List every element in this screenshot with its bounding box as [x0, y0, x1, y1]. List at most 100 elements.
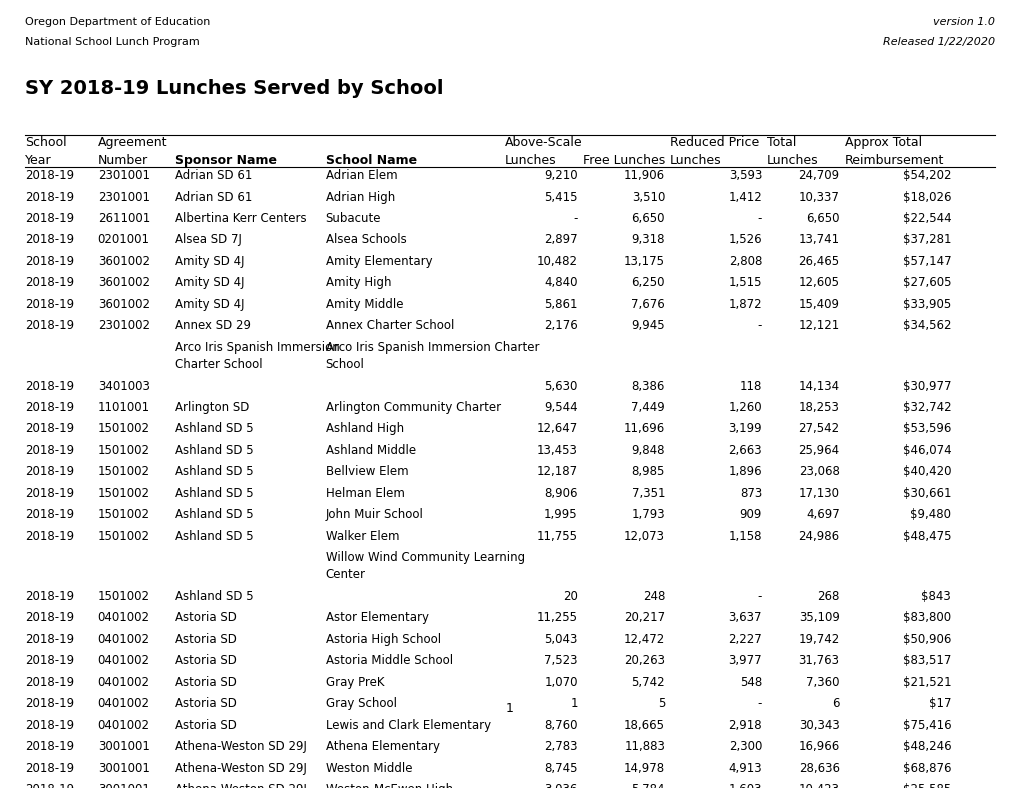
- Text: $50,906: $50,906: [902, 633, 951, 646]
- Text: Arlington SD: Arlington SD: [175, 401, 250, 414]
- Text: -: -: [573, 212, 577, 225]
- Text: Approx Total: Approx Total: [844, 136, 921, 150]
- Text: 2018-19: 2018-19: [25, 741, 74, 753]
- Text: Adrian SD 61: Adrian SD 61: [175, 169, 253, 182]
- Text: 2,808: 2,808: [728, 255, 761, 268]
- Text: 5,415: 5,415: [544, 191, 577, 203]
- Text: 5,630: 5,630: [544, 380, 577, 392]
- Text: -: -: [757, 212, 761, 225]
- Text: 1501002: 1501002: [98, 444, 150, 457]
- Text: $68,876: $68,876: [902, 762, 951, 775]
- Text: $30,661: $30,661: [902, 487, 951, 500]
- Text: Ashland SD 5: Ashland SD 5: [175, 466, 254, 478]
- Text: Astoria High School: Astoria High School: [325, 633, 440, 646]
- Text: Released 1/22/2020: Released 1/22/2020: [882, 37, 994, 47]
- Text: Arco Iris Spanish Immersion Charter: Arco Iris Spanish Immersion Charter: [325, 341, 539, 354]
- Text: 11,696: 11,696: [624, 422, 664, 436]
- Text: 10,482: 10,482: [536, 255, 577, 268]
- Text: 2018-19: 2018-19: [25, 401, 74, 414]
- Text: 5,742: 5,742: [631, 676, 664, 689]
- Text: 23,068: 23,068: [798, 466, 839, 478]
- Text: 9,210: 9,210: [543, 169, 577, 182]
- Text: 2018-19: 2018-19: [25, 530, 74, 543]
- Text: 2,300: 2,300: [728, 741, 761, 753]
- Text: $18,026: $18,026: [902, 191, 951, 203]
- Text: 13,175: 13,175: [624, 255, 664, 268]
- Text: Above-Scale: Above-Scale: [504, 136, 582, 150]
- Text: 2301002: 2301002: [98, 319, 150, 333]
- Text: Ashland High: Ashland High: [325, 422, 404, 436]
- Text: 17,130: 17,130: [798, 487, 839, 500]
- Text: $34,562: $34,562: [902, 319, 951, 333]
- Text: $37,281: $37,281: [902, 233, 951, 247]
- Text: 1,603: 1,603: [728, 783, 761, 788]
- Text: 13,741: 13,741: [798, 233, 839, 247]
- Text: Bellview Elem: Bellview Elem: [325, 466, 408, 478]
- Text: $48,475: $48,475: [902, 530, 951, 543]
- Text: 248: 248: [642, 590, 664, 603]
- Text: 12,605: 12,605: [798, 277, 839, 289]
- Text: $32,742: $32,742: [902, 401, 951, 414]
- Text: 3601002: 3601002: [98, 255, 150, 268]
- Text: 28,636: 28,636: [798, 762, 839, 775]
- Text: $83,517: $83,517: [902, 655, 951, 667]
- Text: 3,593: 3,593: [728, 169, 761, 182]
- Text: 24,986: 24,986: [798, 530, 839, 543]
- Text: 3,199: 3,199: [728, 422, 761, 436]
- Text: 6,650: 6,650: [631, 212, 664, 225]
- Text: Reimbursement: Reimbursement: [844, 154, 944, 167]
- Text: 1,260: 1,260: [728, 401, 761, 414]
- Text: 2018-19: 2018-19: [25, 277, 74, 289]
- Text: 873: 873: [739, 487, 761, 500]
- Text: Athena-Weston SD 29J: Athena-Weston SD 29J: [175, 762, 307, 775]
- Text: 2018-19: 2018-19: [25, 444, 74, 457]
- Text: Lunches: Lunches: [766, 154, 818, 167]
- Text: 10,337: 10,337: [798, 191, 839, 203]
- Text: Alsea SD 7J: Alsea SD 7J: [175, 233, 242, 247]
- Text: 2018-19: 2018-19: [25, 633, 74, 646]
- Text: Astoria SD: Astoria SD: [175, 633, 237, 646]
- Text: 11,255: 11,255: [536, 611, 577, 625]
- Text: 1501002: 1501002: [98, 487, 150, 500]
- Text: 0401002: 0401002: [98, 633, 150, 646]
- Text: 16,966: 16,966: [798, 741, 839, 753]
- Text: 909: 909: [739, 508, 761, 522]
- Text: School: School: [325, 358, 364, 370]
- Text: 268: 268: [816, 590, 839, 603]
- Text: 15,409: 15,409: [798, 298, 839, 311]
- Text: $48,246: $48,246: [902, 741, 951, 753]
- Text: Ashland SD 5: Ashland SD 5: [175, 508, 254, 522]
- Text: Ashland Middle: Ashland Middle: [325, 444, 416, 457]
- Text: 5,861: 5,861: [544, 298, 577, 311]
- Text: Adrian Elem: Adrian Elem: [325, 169, 397, 182]
- Text: School Name: School Name: [325, 154, 417, 167]
- Text: 8,386: 8,386: [631, 380, 664, 392]
- Text: Arlington Community Charter: Arlington Community Charter: [325, 401, 500, 414]
- Text: 2018-19: 2018-19: [25, 590, 74, 603]
- Text: Alsea Schools: Alsea Schools: [325, 233, 406, 247]
- Text: 14,134: 14,134: [798, 380, 839, 392]
- Text: 2301001: 2301001: [98, 191, 150, 203]
- Text: Adrian High: Adrian High: [325, 191, 394, 203]
- Text: Amity SD 4J: Amity SD 4J: [175, 255, 245, 268]
- Text: 1501002: 1501002: [98, 590, 150, 603]
- Text: 9,544: 9,544: [543, 401, 577, 414]
- Text: 35,109: 35,109: [798, 611, 839, 625]
- Text: 1101001: 1101001: [98, 401, 150, 414]
- Text: 1,872: 1,872: [728, 298, 761, 311]
- Text: Arco Iris Spanish Immersion: Arco Iris Spanish Immersion: [175, 341, 339, 354]
- Text: Amity Middle: Amity Middle: [325, 298, 403, 311]
- Text: 2611001: 2611001: [98, 212, 150, 225]
- Text: 2018-19: 2018-19: [25, 298, 74, 311]
- Text: Agreement: Agreement: [98, 136, 167, 150]
- Text: $30,977: $30,977: [902, 380, 951, 392]
- Text: 2,897: 2,897: [543, 233, 577, 247]
- Text: Weston Middle: Weston Middle: [325, 762, 412, 775]
- Text: Walker Elem: Walker Elem: [325, 530, 398, 543]
- Text: 1,158: 1,158: [728, 530, 761, 543]
- Text: 1,896: 1,896: [728, 466, 761, 478]
- Text: 30,343: 30,343: [798, 719, 839, 732]
- Text: 2018-19: 2018-19: [25, 783, 74, 788]
- Text: 1501002: 1501002: [98, 530, 150, 543]
- Text: Reduced Price: Reduced Price: [669, 136, 758, 150]
